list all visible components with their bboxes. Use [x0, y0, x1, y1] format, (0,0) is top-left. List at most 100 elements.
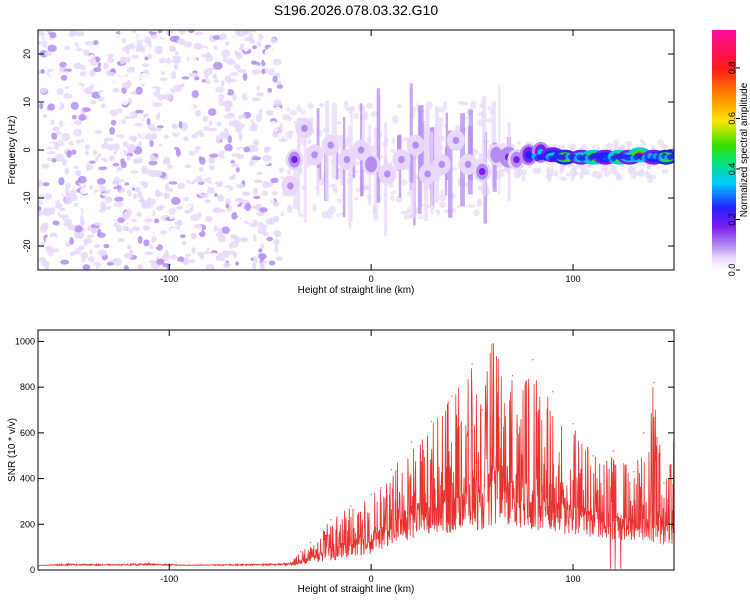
spectrogram-halo-blob — [616, 165, 623, 173]
spectrogram-noise-blob — [39, 102, 44, 110]
spectrogram-noise-blob — [47, 44, 57, 53]
spectrogram-noise-blob — [136, 211, 142, 217]
spectrogram-noise-blob — [204, 215, 213, 223]
spectrogram-noise-blob — [224, 74, 232, 83]
spectrogram-noise-blob — [258, 248, 263, 253]
spectrogram-halo-blob — [451, 167, 458, 171]
spectrogram-noise-blob — [188, 72, 199, 78]
spectrogram-noise-blob — [52, 220, 60, 226]
spectrogram-noise-blob — [140, 130, 146, 138]
snr-series — [38, 330, 674, 569]
spectrogram-noise-blob — [235, 125, 243, 134]
spectrogram-noise-blob — [134, 186, 141, 193]
spectrogram-halo-blob — [286, 169, 292, 176]
spectrogram-noise-blob — [75, 161, 85, 168]
spectrogram-noise-blob — [240, 246, 249, 254]
spectrogram-noise-blob — [177, 67, 185, 72]
spectrogram-halo-blob — [568, 138, 572, 147]
spectrogram-noise-blob — [156, 258, 165, 266]
snr-peak-point — [380, 487, 382, 489]
snr-peak-point — [471, 363, 473, 365]
spectrogram-halo-blob — [314, 198, 321, 204]
spectrogram-halo-blob — [637, 161, 646, 167]
spectrogram-noise-blob — [216, 121, 222, 127]
spectrogram-halo-blob — [403, 214, 410, 220]
spectrogram-noise-blob — [173, 62, 179, 70]
colorbar-tick-label: 0.8 — [727, 62, 737, 75]
spectrogram-noise-blob — [72, 139, 77, 144]
spectrogram-signal-core — [383, 170, 391, 178]
spectrogram-noise-blob — [156, 83, 167, 87]
snr-line — [38, 343, 674, 569]
spectrogram-noise-blob — [256, 171, 263, 176]
spectrogram-halo-blob — [333, 188, 338, 194]
spectrogram-noise-blob — [246, 215, 254, 224]
spectrogram-noise-blob — [177, 182, 185, 190]
spectrogram-noise-blob — [39, 224, 48, 233]
spectrogram-noise-blob — [253, 195, 261, 200]
spectrogram-halo-blob — [390, 195, 395, 202]
spectrogram-noise-blob — [263, 58, 270, 64]
spectrogram-signal-core — [398, 156, 405, 164]
spectrogram-noise-blob — [40, 68, 45, 74]
spectrogram-noise-blob — [198, 141, 208, 149]
spectrogram-noise-blob — [171, 123, 179, 130]
spectrogram-noise-blob — [258, 253, 267, 260]
colorbar-tick-label: 0.4 — [727, 163, 737, 176]
spectrogram-noise-blob — [268, 260, 276, 266]
spectrogram-noise-blob — [144, 251, 153, 256]
spectrogram-noise-blob — [270, 177, 279, 184]
spectrogram-noise-blob — [140, 78, 149, 84]
spectrogram-noise-blob — [101, 192, 108, 197]
snr-peak-point — [330, 519, 332, 521]
spectrogram-noise-blob — [169, 215, 174, 220]
spectrogram-halo-blob — [557, 139, 564, 147]
spectrogram-streak — [482, 95, 487, 197]
spectrogram-noise-blob — [152, 62, 162, 71]
spectrogram-noise-blob — [122, 53, 131, 58]
spectrogram-noise-blob — [155, 127, 162, 132]
spectrogram-noise-blob — [38, 210, 45, 216]
spectrogram-noise-blob — [107, 57, 115, 64]
spectrogram-noise-blob — [273, 238, 280, 246]
spectrogram-noise-blob — [141, 63, 150, 68]
spectrogram-noise-blob — [193, 223, 203, 229]
spectrogram-noise-blob — [190, 128, 199, 133]
snr-peak-point — [552, 391, 554, 393]
spectrogram-noise-blob — [233, 63, 241, 70]
spectrogram-halo-blob — [592, 170, 600, 178]
spectrogram-noise-blob — [224, 106, 232, 113]
spectrogram-noise-blob — [264, 196, 270, 205]
spectrogram-noise-blob — [112, 238, 117, 245]
spectrogram-noise-blob — [191, 247, 196, 254]
y-tick-label: 400 — [20, 474, 35, 484]
spectrogram-noise-blob — [112, 143, 121, 151]
spectrogram-halo-blob — [286, 204, 293, 214]
spectrogram-noise-blob — [149, 207, 154, 216]
spectrogram-halo-blob — [627, 165, 636, 173]
spectrogram-noise-blob — [112, 258, 122, 266]
spectrogram-signal-core — [343, 156, 351, 164]
spectrogram-noise-blob — [146, 118, 151, 126]
spectrogram-noise-blob — [67, 86, 75, 95]
spectrogram-noise-blob — [38, 30, 45, 36]
spectrogram-halo-blob — [366, 103, 373, 109]
spectrogram-halo-blob — [648, 174, 657, 180]
spectrogram-halo-blob — [338, 110, 343, 118]
spectrogram-noise-blob — [85, 163, 91, 172]
spectrogram-noise-blob — [53, 68, 58, 74]
spectrogram-noise-blob — [273, 201, 280, 207]
spectrogram-streak — [423, 120, 429, 189]
spectrogram-noise-blob — [104, 137, 114, 142]
spectrogram-noise-blob — [64, 167, 69, 175]
spectrogram-signal-core — [464, 160, 472, 168]
spectrogram-noise-blob — [222, 187, 229, 191]
spectrogram-noise-blob — [231, 162, 239, 168]
spectrogram-halo-blob — [433, 212, 438, 220]
x-tick-label: -100 — [160, 574, 178, 584]
spectrogram-noise-blob — [71, 114, 77, 120]
spectrogram-noise-blob — [223, 191, 228, 199]
snr-peak-point — [350, 505, 352, 507]
spectrogram-noise-blob — [171, 196, 181, 205]
spectrogram-noise-blob — [60, 259, 70, 265]
